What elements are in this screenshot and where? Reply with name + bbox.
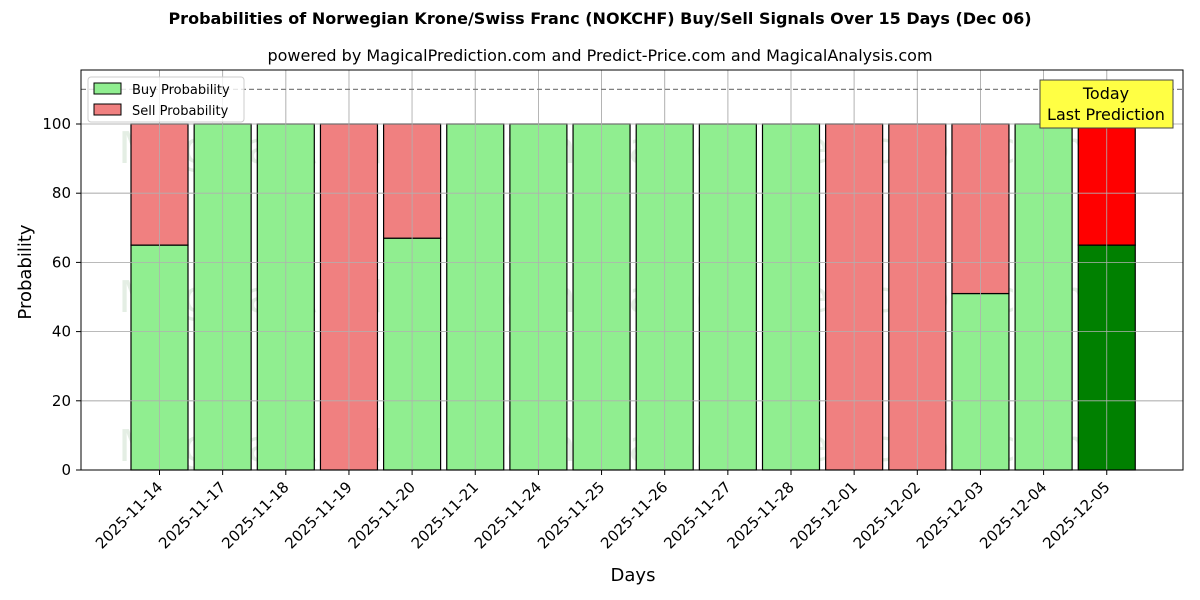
y-tick-label: 0 <box>61 461 71 479</box>
bars <box>81 70 1183 471</box>
annotation-line2: Last Prediction <box>1047 105 1165 124</box>
legend-buy-swatch <box>93 82 122 95</box>
bar-group-2025-12-05 <box>1077 70 1136 471</box>
plot-frame <box>80 69 1184 471</box>
bar-group-2025-11-26 <box>635 70 694 471</box>
bar-group-2025-12-03 <box>951 70 1010 471</box>
today-annotation: Today Last Prediction <box>1039 79 1174 129</box>
x-tick-label: 2025-11-21 <box>408 478 482 552</box>
y-tick-label: 100 <box>42 115 71 133</box>
x-axis: 2025-11-142025-11-172025-11-182025-11-19… <box>92 470 1114 552</box>
y-tick-label: 60 <box>52 253 71 271</box>
x-tick-label: 2025-12-05 <box>1039 478 1113 552</box>
x-tick-label: 2025-11-28 <box>723 478 797 552</box>
bar-group-2025-11-28 <box>761 70 821 471</box>
chart-subtitle: powered by MagicalPrediction.com and Pre… <box>267 46 933 65</box>
x-tick-label: 2025-12-04 <box>976 478 1050 552</box>
x-tick-label: 2025-11-26 <box>597 478 671 552</box>
x-tick-label: 2025-11-25 <box>534 478 608 552</box>
annotation-line1: Today <box>1082 84 1129 103</box>
legend-sell-swatch <box>93 103 122 116</box>
y-tick-label: 20 <box>52 392 71 410</box>
x-tick-label: 2025-11-20 <box>345 478 419 552</box>
bar-group-2025-11-20 <box>383 70 442 471</box>
y-tick-label: 80 <box>52 184 71 202</box>
y-tick-label: 40 <box>52 323 71 341</box>
legend-buy-label: Buy Probability <box>132 83 230 98</box>
x-tick-label: 2025-12-03 <box>913 478 987 552</box>
x-tick-label: 2025-11-14 <box>92 478 166 552</box>
bar-group-2025-12-02 <box>888 70 947 471</box>
bar-group-2025-11-27 <box>698 70 757 471</box>
bar-group-2025-11-21 <box>446 70 505 471</box>
bar-group-2025-11-14 <box>130 70 189 471</box>
bar-group-2025-11-17 <box>193 70 252 471</box>
x-tick-label: 2025-11-17 <box>155 478 229 552</box>
y-axis: 0 20 40 60 80 100 <box>42 115 81 479</box>
x-tick-label: 2025-11-19 <box>281 478 355 552</box>
bar-group-2025-12-01 <box>825 70 884 471</box>
bar-group-2025-12-04 <box>1014 70 1073 471</box>
bar-group-2025-11-19 <box>319 70 379 471</box>
x-tick-label: 2025-12-02 <box>850 478 924 552</box>
legend-sell-label: Sell Probability <box>132 104 229 119</box>
x-axis-label: Days <box>611 565 656 586</box>
bar-group-2025-11-25 <box>572 70 631 471</box>
chart-title: Probabilities of Norwegian Krone/Swiss F… <box>168 9 1032 28</box>
y-axis-label: Probability <box>15 224 36 319</box>
x-tick-label: 2025-11-18 <box>218 478 292 552</box>
x-tick-label: 2025-11-27 <box>660 478 734 552</box>
bar-group-2025-11-18 <box>256 70 315 471</box>
bar-group-2025-11-24 <box>509 70 568 471</box>
x-tick-label: 2025-12-01 <box>787 478 861 552</box>
legend: Buy Probability Sell Probability <box>87 76 245 123</box>
x-tick-label: 2025-11-24 <box>471 478 545 552</box>
